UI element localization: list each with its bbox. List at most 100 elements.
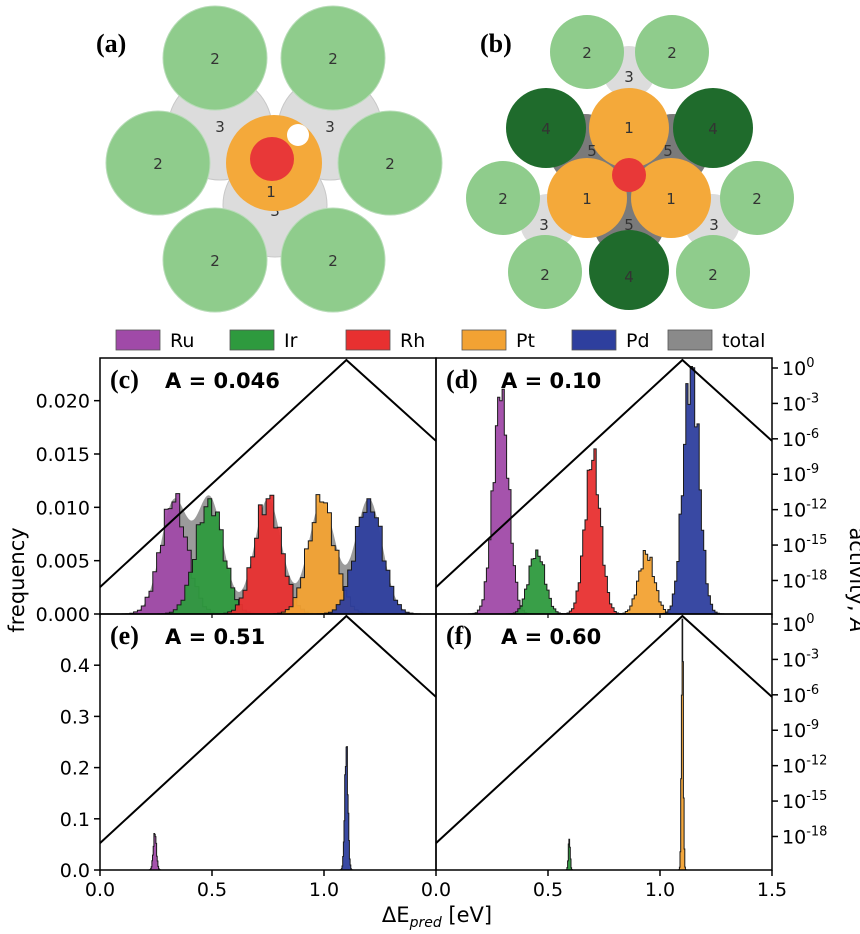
right-tick-label: 10-9: [782, 718, 819, 742]
legend-swatch-ir: [229, 329, 275, 351]
center-atom-1: [589, 88, 669, 168]
light-atom-2: [635, 15, 709, 89]
y-tick-label: 0.020: [36, 391, 90, 413]
outer-atom-3: [105, 110, 211, 216]
right-tick-label: 10-15: [782, 789, 827, 813]
center-atom-label: 1: [266, 183, 276, 201]
side-atom-label-3: 2: [540, 266, 550, 284]
dark-atom-label-3: 4: [624, 268, 634, 286]
legend-swatch-total: [667, 329, 713, 351]
x-tick-label: 0.5: [197, 879, 227, 901]
side-atom-label-2: 2: [752, 190, 762, 208]
outer-atom-1: [162, 5, 268, 111]
activity-line: [435, 614, 773, 844]
center-atom-3: [631, 158, 711, 238]
legend-swatch-rh: [345, 329, 391, 351]
panel-label: (e): [110, 621, 139, 650]
outer-atom-label-1: 2: [210, 50, 220, 68]
light-atom-1: [550, 15, 624, 89]
hist-pt: [611, 550, 682, 615]
hist-rh: [558, 448, 628, 615]
legend-swatch-pd: [571, 329, 617, 351]
dark-atom-label-2: 4: [708, 120, 718, 138]
top-atom-label-2: 2: [667, 44, 677, 62]
right-tick-label: 100: [782, 612, 814, 636]
legend-label-ru: Ru: [170, 330, 194, 352]
y-tick-label: 0.2: [60, 758, 90, 780]
hist-pd: [656, 366, 727, 615]
y-axis-label: frequency: [5, 527, 29, 632]
bridge-label-2: 3: [325, 118, 335, 136]
right-tick-label: 10-3: [782, 391, 819, 415]
y-tick-label: 0.3: [60, 706, 90, 728]
side-bridge-label-1: 3: [539, 216, 549, 234]
hist-ir: [564, 838, 574, 871]
hist-pt: [678, 618, 687, 871]
outer-atom-5: [162, 207, 268, 313]
y-tick-label: 0.015: [36, 444, 90, 466]
y-tick-label: 0.000: [36, 604, 90, 626]
panel-e: (e) A = 0.51 0.0 0.1 0.2 0.3 0.4 0.0 0.5 1.0: [60, 613, 437, 901]
center-atom-label-3: 1: [666, 190, 676, 208]
center-atom-label-1: 1: [624, 119, 634, 137]
center-atom-label-2: 1: [582, 190, 592, 208]
activity-line: [99, 614, 437, 844]
x-axis-label: ΔEpred [eV]: [382, 903, 492, 931]
panel-label-a: (a): [96, 29, 126, 58]
legend-label-rh: Rh: [400, 330, 425, 352]
outer-atom-label-3: 2: [153, 155, 163, 173]
outer-atom-6: [280, 207, 386, 313]
panel-f: (f) A = 0.60 100 10-3 10-6 10-9 10-12 10-15 10-1…: [421, 612, 828, 901]
hollow-label-3: 5: [624, 216, 634, 234]
dark-atom-3: [589, 230, 669, 310]
x-tick-label: 0.0: [85, 879, 115, 901]
structure-a-diagram: 2 22 22 23 331: [105, 5, 443, 313]
outer-atom-label-2: 2: [328, 50, 338, 68]
x-tick-label: 0.5: [533, 879, 563, 901]
hollow-label-2: 5: [663, 142, 673, 160]
right-tick-label: 100: [782, 356, 814, 380]
hist-ru: [466, 388, 536, 615]
dark-atom-1: [506, 88, 586, 168]
y-tick-label: 0.010: [36, 497, 90, 519]
panel-label: (f): [446, 621, 472, 650]
hist-pd: [339, 746, 354, 871]
right-tick-label: 10-18: [782, 824, 827, 848]
activity-line: [99, 358, 437, 588]
center-atom-2: [547, 158, 627, 238]
panel-label: (d): [446, 365, 478, 394]
outer-atom-4: [337, 110, 443, 216]
structure-b-diagram: 2 2 3 4 4 4 5 5 5 1 1 1 2 2 2 2 3 3: [466, 15, 794, 310]
light-atom-6: [676, 235, 750, 309]
outer-atom-label-4: 2: [385, 155, 395, 173]
y-tick-label: 0.0: [60, 860, 90, 882]
bridge-label-1: 3: [215, 118, 225, 136]
outer-atom-2: [280, 5, 386, 111]
y-tick-label: 0.4: [60, 655, 90, 677]
light-atom-4: [720, 161, 794, 235]
histogram-panels: (c) A = 0.046 0.000 0.005 0.010 0.015 0.020 (d)…: [36, 356, 828, 901]
panel-c: (c) A = 0.046 0.000 0.005 0.010 0.015 0.020: [36, 357, 437, 626]
hist-ru: [147, 833, 162, 871]
right-tick-label: 10-6: [782, 427, 819, 451]
right-tick-label: 10-12: [782, 498, 827, 522]
adsorbate-o: [250, 137, 294, 181]
side-atom-label-1: 2: [498, 190, 508, 208]
light-atom-5: [508, 235, 582, 309]
legend-label-pt: Pt: [516, 330, 535, 352]
y-tick-label: 0.1: [60, 809, 90, 831]
legend-swatch-ru: [115, 329, 161, 351]
x-tick-label: 1.5: [757, 879, 787, 901]
side-atom-label-4: 2: [708, 266, 718, 284]
legend-label-pd: Pd: [626, 330, 650, 352]
light-atom-3: [466, 161, 540, 235]
hist-ir: [502, 549, 572, 615]
right-tick-label: 10-9: [782, 462, 819, 486]
outer-atom-label-6: 2: [328, 252, 338, 270]
activity-line: [435, 358, 773, 588]
top-bridge-label: 3: [624, 68, 634, 86]
panel-d: (d) A = 0.10 100 10-3 10-6 10-9 10-12 10-15 10-1…: [435, 356, 827, 618]
hollow-label-1: 5: [587, 142, 597, 160]
legend: Ru Ir Rh Pt Pd total: [115, 329, 765, 352]
